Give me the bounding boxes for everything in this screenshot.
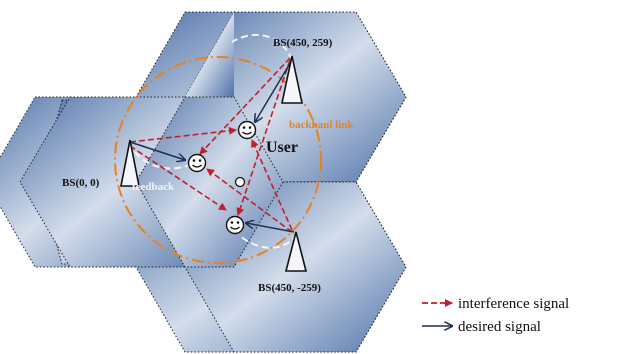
- triangle-antenna-icon: [281, 55, 303, 104]
- desired-arrow: [129, 141, 185, 160]
- small-circle-icon: [234, 176, 246, 188]
- triangle-antenna-icon: [120, 139, 140, 187]
- smiley-face-icon: [237, 120, 257, 140]
- smiley-face-icon: [187, 153, 207, 173]
- bs-bottom-label: BS(450, -259): [258, 282, 321, 294]
- legend: interference signal desired signal: [422, 296, 569, 335]
- feedback-label: feedback: [132, 181, 175, 193]
- bs-top-label: BS(450, 259): [273, 37, 333, 49]
- interference-arrow: [129, 145, 227, 211]
- legend-interference-label: interference signal: [458, 296, 569, 312]
- backhaul-link-label: backhaul link: [289, 119, 354, 131]
- feedback-arcs: [134, 33, 298, 249]
- interference-arrows: [129, 57, 293, 233]
- legend-desired-label: desired signal: [458, 319, 541, 335]
- interference-arrow: [236, 59, 291, 216]
- interference-arrow: [251, 139, 293, 231]
- triangle-antenna-icon: [284, 231, 308, 272]
- smiley-face-icon: [225, 215, 245, 235]
- backhaul-link-circle: [114, 56, 322, 264]
- desired-arrow: [255, 59, 293, 122]
- user-label: User: [266, 139, 298, 156]
- bs-left-label: BS(0, 0): [62, 177, 100, 189]
- desired-arrows: [129, 59, 295, 233]
- desired-arrow: [246, 223, 295, 233]
- interference-arrow: [199, 57, 291, 155]
